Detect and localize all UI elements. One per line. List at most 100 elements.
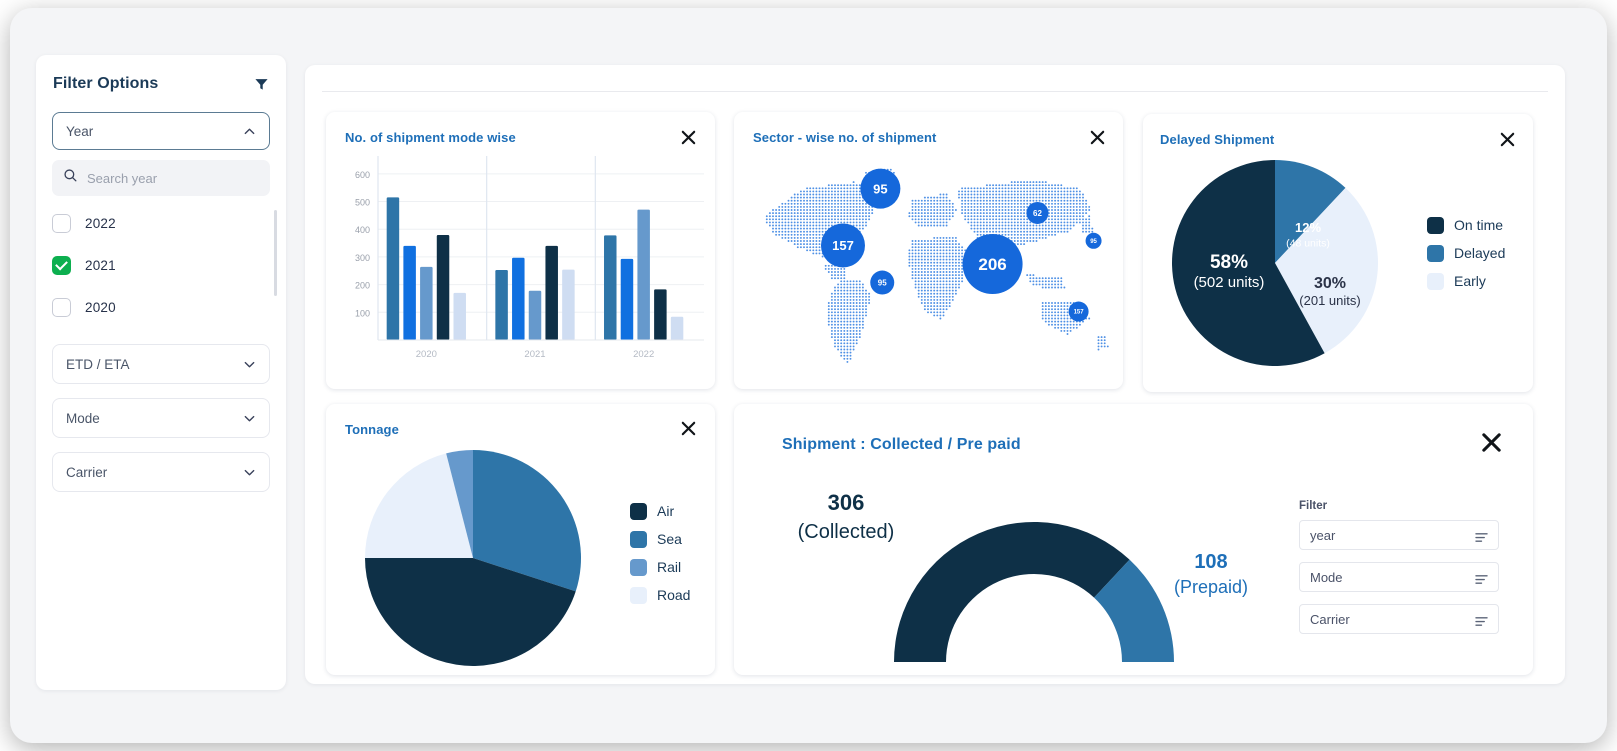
legend-label: Rail (657, 559, 682, 575)
delayed-shipment-pie: 58%(502 units) 12% (48 units) 30%(201 units… (1172, 160, 1378, 366)
legend-swatch-sea (630, 530, 647, 548)
gauge-filter-carrier[interactable]: Carrier (1299, 604, 1499, 634)
page-title: Filter Options (53, 75, 159, 92)
legend-item: Sea (630, 525, 690, 553)
svg-text:2021: 2021 (524, 349, 545, 360)
close-icon[interactable] (680, 129, 697, 146)
legend-label: Early (1454, 273, 1486, 289)
svg-text:306: 306 (828, 490, 865, 515)
gauge-filter-mode[interactable]: Mode (1299, 562, 1499, 592)
gauge-filter-year[interactable]: year (1299, 520, 1499, 550)
close-icon[interactable] (1480, 431, 1503, 454)
legend-swatch-on-time (1427, 216, 1444, 234)
chevron-down-icon (243, 412, 256, 425)
legend-swatch-rail (630, 558, 647, 576)
search-icon (63, 168, 78, 188)
svg-text:95: 95 (878, 278, 887, 287)
sidebar-filter-mode[interactable]: Mode (52, 398, 270, 438)
svg-text:206: 206 (978, 255, 1006, 274)
list-item[interactable]: 2021 (36, 244, 286, 286)
legend-label: Delayed (1454, 245, 1506, 261)
list-item[interactable]: 2020 (36, 286, 286, 328)
card-delayed-shipment: Delayed Shipment 58% (502 units) 12% (48 un… (1143, 114, 1533, 392)
svg-text:2020: 2020 (416, 349, 437, 360)
search-year-row[interactable] (52, 160, 270, 196)
year-label: 2020 (85, 299, 116, 315)
checkbox-2021[interactable] (52, 255, 71, 275)
list-scrollbar[interactable] (273, 210, 277, 296)
svg-text:12%: 12% (1295, 220, 1321, 235)
gauge-filter-panel: Filter year Mode Carrier (1299, 500, 1499, 646)
card-title: Tonnage (345, 422, 399, 437)
svg-text:62: 62 (1033, 209, 1042, 218)
svg-text:95: 95 (873, 181, 887, 196)
close-icon[interactable] (1089, 129, 1106, 146)
legend-label: On time (1454, 217, 1504, 233)
svg-text:157: 157 (1074, 310, 1085, 316)
card-sector-wise-shipment: Sector - wise no. of shipment 95 157 95 206… (734, 112, 1123, 389)
close-icon[interactable] (680, 420, 697, 437)
legend-swatch-delayed (1427, 244, 1444, 262)
svg-text:100: 100 (355, 308, 370, 318)
bubble-map: 95 157 95 206 62 95 157 (765, 168, 1109, 363)
card-title: Sector - wise no. of shipment (753, 130, 937, 145)
legend-swatch-early (1427, 272, 1444, 290)
card-title: No. of shipment mode wise (345, 130, 516, 145)
legend-item: Rail (630, 553, 690, 581)
svg-text:95: 95 (1090, 239, 1097, 245)
svg-text:(502 units): (502 units) (1194, 274, 1265, 291)
legend-swatch-air (630, 502, 647, 520)
svg-text:2022: 2022 (633, 349, 654, 360)
list-item[interactable]: 2019 (36, 328, 286, 330)
legend-label: Air (657, 503, 675, 519)
svg-text:(Collected): (Collected) (798, 521, 895, 543)
svg-text:(Prepaid): (Prepaid) (1174, 577, 1248, 597)
sidebar-filter-etd-eta[interactable]: ETD / ETA (52, 344, 270, 384)
gauge-filter-title: Filter (1299, 500, 1328, 512)
year-label: 2021 (85, 257, 116, 273)
gauge-filter-label: Carrier (1310, 611, 1350, 627)
svg-text:30%: 30% (1314, 275, 1346, 292)
header-divider (322, 91, 1548, 93)
year-dropdown[interactable]: Year (52, 112, 270, 150)
svg-text:(201 units): (201 units) (1299, 293, 1360, 308)
legend-label: Sea (657, 531, 682, 547)
search-input[interactable] (87, 170, 259, 186)
checkbox-2022[interactable] (52, 213, 71, 233)
chevron-down-icon (243, 466, 256, 479)
legend-item: Delayed (1427, 239, 1505, 267)
sort-icon[interactable] (1475, 614, 1488, 626)
card-shipment-mode-wise: No. of shipment mode wise 100 200 300 400 50… (326, 112, 715, 389)
list-item[interactable]: 2022 (36, 202, 286, 244)
legend-swatch-road (630, 586, 647, 604)
year-checkbox-list[interactable]: 2022 2021 2020 2019 (36, 202, 286, 330)
app-window: Filter Options Year 2022 2021 (10, 8, 1607, 743)
card-title: Delayed Shipment (1160, 132, 1275, 147)
svg-text:(48 units): (48 units) (1286, 238, 1330, 250)
sidebar-filter-carrier[interactable]: Carrier (52, 452, 270, 492)
legend-item: Road (630, 581, 690, 609)
svg-text:300: 300 (355, 253, 370, 263)
sort-icon[interactable] (1475, 572, 1488, 584)
svg-text:500: 500 (355, 198, 370, 208)
legend-item: Air (630, 497, 690, 525)
card-tonnage: Tonnage Air Sea Rail (326, 404, 715, 675)
tonnage-legend: Air Sea Rail Road (630, 497, 690, 609)
gauge-filter-label: year (1310, 527, 1336, 543)
chevron-down-icon (243, 358, 256, 371)
filter-label: Carrier (66, 464, 108, 480)
close-icon[interactable] (1499, 131, 1516, 148)
svg-text:200: 200 (355, 281, 370, 291)
checkbox-2020[interactable] (52, 297, 71, 317)
svg-text:157: 157 (832, 238, 854, 253)
svg-text:58%: 58% (1210, 252, 1248, 273)
legend-item: Early (1427, 267, 1505, 295)
filter-sidebar: Filter Options Year 2022 2021 (36, 55, 286, 690)
year-dropdown-label: Year (66, 123, 94, 139)
gauge-filter-label: Mode (1310, 569, 1343, 585)
sort-icon[interactable] (1475, 530, 1488, 542)
year-label: 2022 (85, 215, 116, 231)
card-title: Shipment : Collected / Pre paid (782, 436, 1021, 453)
funnel-icon[interactable] (254, 77, 269, 92)
svg-text:600: 600 (355, 170, 370, 180)
